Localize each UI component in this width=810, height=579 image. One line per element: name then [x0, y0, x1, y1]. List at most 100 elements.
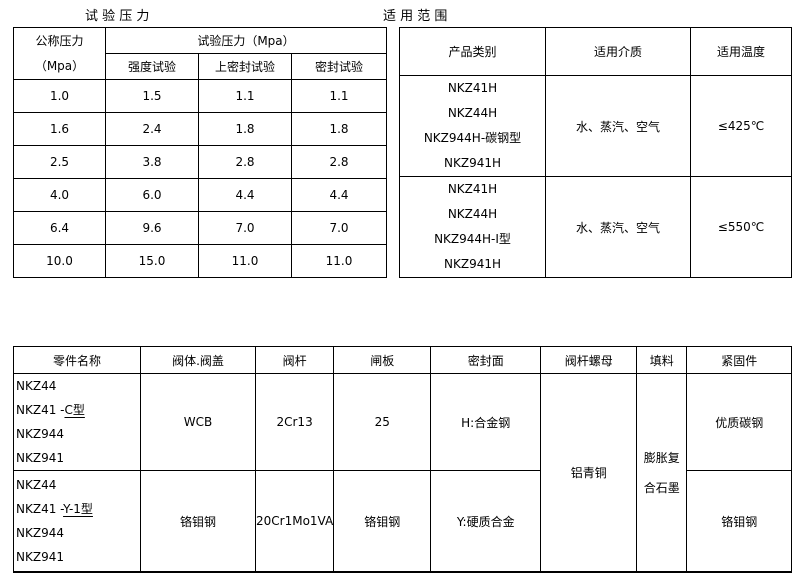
fastener-header: 紧固件: [686, 346, 793, 374]
upper-seal-test-header: 上密封试验: [198, 53, 292, 80]
pressure-row: 1.0 1.5 1.1 1.1: [13, 79, 387, 113]
valve-model: NKZ41 -C型: [16, 403, 85, 417]
pressure-value-cell: 6.4: [13, 211, 106, 245]
body-material-cell: 铬钼钢: [140, 470, 256, 573]
application-header-row: 产品类别 适用介质 适用温度: [399, 27, 792, 76]
product-model: NKZ944H-碳钢型: [423, 131, 522, 145]
valve-model: NKZ941: [16, 451, 64, 465]
pressure-value-cell: 2.5: [13, 145, 106, 179]
stem-material-cell: 2Cr13: [254, 373, 335, 471]
packing-material-cell: 膨胀复合石墨: [636, 373, 688, 573]
gate-material-cell: 铬钼钢: [333, 470, 432, 573]
pressure-value-cell: 2.4: [105, 112, 199, 146]
fastener-material-cell: 优质碳钢: [686, 373, 793, 471]
pressure-row: 4.0 6.0 4.4 4.4: [13, 178, 387, 212]
valve-model: NKZ944: [16, 427, 64, 441]
medium-cell: 水、蒸汽、空气: [545, 75, 691, 177]
application-row: NKZ41H NKZ44H NKZ944H-碳钢型 NKZ941H 水、蒸汽、空…: [399, 75, 792, 177]
pressure-value-cell: 1.8: [291, 112, 387, 146]
pressure-value-cell: 1.5: [105, 79, 199, 113]
product-model: NKZ941H: [444, 156, 501, 170]
pressure-value-cell: 6.0: [105, 178, 199, 212]
stem-material-cell: 20Cr1Mo1VA: [254, 470, 335, 573]
pressure-value-cell: 7.0: [291, 211, 387, 245]
temperature-cell: ≤425℃: [690, 75, 792, 177]
application-row: NKZ41H NKZ44H NKZ944H-I型 NKZ941H 水、蒸汽、空气…: [399, 176, 792, 278]
pressure-value-cell: 15.0: [105, 244, 199, 278]
product-category-cell: NKZ41H NKZ44H NKZ944H-I型 NKZ941H: [399, 176, 546, 278]
pressure-value-cell: 2.8: [291, 145, 387, 179]
product-model: NKZ44H: [447, 106, 498, 120]
stem-nut-header: 阀杆螺母: [540, 346, 638, 374]
product-model: NKZ41H: [447, 81, 498, 95]
part-name-cell: NKZ44 NKZ41 -Y-1型 NKZ944 NKZ941: [13, 470, 141, 573]
materials-header-row: 零件名称 阀体.阀盖 阀杆 闸板 密封面 阀杆螺母 填料 紧固件: [13, 346, 793, 374]
pressure-value-cell: 3.8: [105, 145, 199, 179]
seal-material-cell: Y:硬质合金: [430, 470, 542, 573]
fastener-material-cell: 铬钼钢: [686, 470, 793, 573]
medium-header: 适用介质: [545, 27, 691, 76]
valve-model: NKZ944: [16, 526, 64, 540]
gate-material-cell: 25: [333, 373, 432, 471]
valve-model: NKZ941: [16, 550, 64, 564]
application-range-table: 产品类别 适用介质 适用温度 NKZ41H NKZ44H NKZ944H-碳钢型…: [399, 27, 792, 278]
medium-cell: 水、蒸汽、空气: [545, 176, 691, 278]
test-pressure-group-header: 试验压力（Mpa）: [105, 27, 387, 54]
valve-model: NKZ44: [16, 478, 57, 492]
pressure-row: 10.0 15.0 11.0 11.0: [13, 244, 387, 278]
temperature-header: 适用温度: [690, 27, 792, 76]
test-pressure-title: 试 验 压 力: [85, 9, 150, 24]
test-pressure-table: 公称压力 （Mpa） 试验压力（Mpa） 强度试验 上密封试验 密封试验 1.0…: [13, 27, 387, 278]
sealing-surface-header: 密封面: [430, 346, 542, 374]
pressure-value-cell: 11.0: [198, 244, 292, 278]
body-material-cell: WCB: [140, 373, 256, 471]
part-name-cell: NKZ44 NKZ41 -C型 NKZ944 NKZ941: [13, 373, 141, 471]
product-category-cell: NKZ41H NKZ44H NKZ944H-碳钢型 NKZ941H: [399, 75, 546, 177]
nominal-pressure-header: 公称压力 （Mpa）: [13, 27, 106, 80]
pressure-value-cell: 7.0: [198, 211, 292, 245]
stem-header: 阀杆: [254, 346, 335, 374]
valve-model-variant: C型: [64, 403, 85, 417]
pressure-value-cell: 1.0: [13, 79, 106, 113]
product-model: NKZ941H: [444, 257, 501, 271]
pressure-value-cell: 1.8: [198, 112, 292, 146]
pressure-value-cell: 4.0: [13, 178, 106, 212]
pressure-row: 1.6 2.4 1.8 1.8: [13, 112, 387, 146]
pressure-value-cell: 1.1: [291, 79, 387, 113]
pressure-value-cell: 4.4: [291, 178, 387, 212]
product-category-header: 产品类别: [399, 27, 546, 76]
product-model: NKZ44H: [447, 207, 498, 221]
pressure-value-cell: 4.4: [198, 178, 292, 212]
pressure-value-cell: 9.6: [105, 211, 199, 245]
nominal-pressure-unit: （Mpa）: [34, 58, 85, 73]
part-name-header: 零件名称: [13, 346, 141, 374]
product-model: NKZ944H-I型: [434, 232, 511, 246]
valve-model-variant: Y-1型: [63, 502, 93, 516]
pressure-value-cell: 11.0: [291, 244, 387, 278]
pressure-value-cell: 10.0: [13, 244, 106, 278]
temperature-cell: ≤550℃: [690, 176, 792, 278]
packing-header: 填料: [636, 346, 688, 374]
valve-model: NKZ41 -Y-1型: [16, 502, 93, 516]
pressure-header-row-1: 公称压力 （Mpa） 试验压力（Mpa）: [13, 27, 387, 80]
seal-material-cell: H:合金钢: [430, 373, 542, 471]
stem-nut-material-cell: 铝青铜: [540, 373, 638, 573]
gate-header: 闸板: [333, 346, 432, 374]
valve-model: NKZ44: [16, 379, 57, 393]
pressure-header-row-2: 强度试验 上密封试验 密封试验: [14, 53, 387, 80]
strength-test-header: 强度试验: [105, 53, 199, 80]
materials-row: NKZ44 NKZ41 -C型 NKZ944 NKZ941 WCB 2Cr13 …: [13, 373, 793, 573]
pressure-row: 2.5 3.8 2.8 2.8: [13, 145, 387, 179]
product-model: NKZ41H: [447, 182, 498, 196]
body-bonnet-header: 阀体.阀盖: [140, 346, 256, 374]
pressure-value-cell: 1.6: [13, 112, 106, 146]
materials-row: NKZ44 NKZ41 -Y-1型 NKZ944 NKZ941 铬钼钢 20Cr…: [13, 470, 793, 573]
pressure-value-cell: 1.1: [198, 79, 292, 113]
pressure-row: 6.4 9.6 7.0 7.0: [13, 211, 387, 245]
nominal-pressure-label: 公称压力: [35, 33, 84, 48]
pressure-value-cell: 2.8: [198, 145, 292, 179]
parts-materials-table: 零件名称 阀体.阀盖 阀杆 闸板 密封面 阀杆螺母 填料 紧固件 NKZ44 N…: [13, 346, 793, 573]
application-range-title: 适 用 范 围: [383, 9, 448, 24]
seal-test-header: 密封试验: [291, 53, 387, 80]
